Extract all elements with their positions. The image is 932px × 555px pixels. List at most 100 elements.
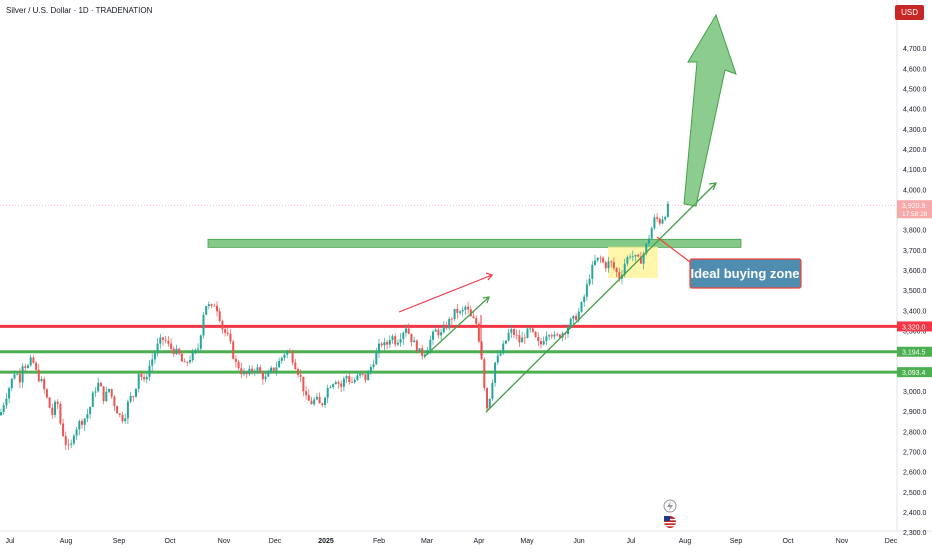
x-tick-label: Jun	[573, 538, 584, 545]
candle-body	[205, 306, 208, 315]
candle-body	[13, 374, 16, 379]
candle-body	[221, 320, 224, 330]
bolt-icon[interactable]	[663, 499, 677, 513]
candle-body	[332, 384, 335, 388]
main-uptrend-arrowhead	[708, 182, 718, 191]
candle-body	[399, 339, 402, 343]
wedge-resistance-line[interactable]	[398, 274, 493, 313]
candle-body	[629, 256, 632, 258]
level-price-tag[interactable]	[897, 346, 932, 357]
x-tick-label: Aug	[679, 538, 692, 545]
candle-body	[388, 340, 391, 345]
candle-body	[450, 318, 453, 320]
candle-body	[40, 379, 43, 382]
candle-body	[342, 378, 345, 387]
candle-body	[642, 253, 645, 264]
candle-body	[361, 373, 364, 375]
candle-body	[507, 332, 510, 341]
main-uptrend-line[interactable]	[485, 182, 717, 413]
y-tick-label: 4,000.0	[903, 187, 926, 194]
candle-body	[202, 314, 205, 336]
wedge-support-line[interactable]	[423, 296, 490, 358]
candle-body	[337, 382, 340, 384]
candle-body	[56, 401, 59, 405]
candle-body	[178, 348, 181, 354]
candle-body	[140, 373, 143, 378]
y-tick-label: 4,400.0	[903, 107, 926, 114]
candle-body	[410, 333, 413, 343]
candle-body	[599, 257, 602, 259]
candle-body	[297, 369, 299, 375]
candle-body	[461, 309, 464, 312]
y-tick-label: 4,700.0	[903, 46, 926, 53]
level-price-tag-text: 3,320.0	[902, 324, 925, 331]
candle-body	[270, 367, 272, 373]
candle-body	[572, 315, 575, 319]
y-tick-label: 2,700.0	[903, 449, 926, 456]
y-tick-label: 4,600.0	[903, 66, 926, 73]
candle-body	[310, 400, 313, 405]
currency-badge[interactable]: USD	[895, 5, 924, 20]
candle-body	[89, 406, 92, 415]
candle-body	[189, 360, 191, 363]
x-tick-label: Jul	[6, 538, 15, 545]
candle-body	[32, 357, 35, 363]
last-price-tag[interactable]	[897, 200, 932, 219]
candle-body	[148, 365, 151, 377]
candle-body	[661, 219, 664, 224]
candle-body	[588, 278, 591, 285]
candle-body	[529, 328, 532, 330]
candle-body	[556, 334, 559, 336]
symbol-title[interactable]: Silver / U.S. Dollar · 1D · TRADENATION	[6, 6, 153, 15]
candle-body	[99, 382, 102, 387]
candle-body	[372, 364, 375, 368]
x-tick-label: Oct	[165, 538, 176, 545]
candle-body	[153, 353, 156, 360]
candle-body	[531, 328, 534, 332]
candle-body	[459, 311, 461, 313]
level-price-tag[interactable]	[897, 321, 932, 332]
candle-body	[448, 318, 451, 329]
annotation-ideal-buying-zone[interactable]: Ideal buying zone	[689, 258, 802, 289]
candle-body	[321, 403, 324, 405]
candle-body	[639, 256, 642, 264]
candle-body	[121, 414, 124, 422]
level-price-tag[interactable]	[897, 367, 932, 378]
candle-body	[434, 329, 437, 332]
candle-body	[666, 203, 669, 217]
candle-body	[480, 341, 483, 360]
candle-body	[218, 311, 221, 321]
candle-body	[521, 337, 524, 343]
y-tick-label: 2,300.0	[903, 530, 926, 537]
candle-body	[348, 376, 351, 383]
candle-body	[615, 268, 618, 273]
us-flag-icon[interactable]	[664, 516, 676, 528]
candle-body	[2, 405, 5, 413]
candle-body	[394, 336, 397, 345]
candle-body	[494, 362, 497, 383]
resistance-zone[interactable]	[207, 238, 742, 248]
y-tick-label: 3,700.0	[903, 248, 926, 255]
candle-body	[280, 357, 283, 361]
candle-body	[267, 372, 270, 377]
candle-body	[29, 357, 32, 366]
candle-body	[170, 343, 173, 349]
candle-body	[618, 272, 621, 279]
candle-body	[37, 369, 40, 382]
candle-body	[440, 332, 443, 336]
candle-body	[637, 254, 640, 257]
candle-body	[305, 391, 308, 396]
candle-body	[475, 318, 478, 324]
candle-body	[59, 404, 62, 424]
candle-body	[8, 388, 11, 399]
candle-body	[132, 396, 135, 397]
candle-body	[135, 388, 137, 397]
x-tick-label: Aug	[60, 538, 73, 545]
candle-body	[251, 368, 254, 372]
candle-body	[78, 421, 81, 430]
candle-body	[580, 302, 583, 312]
last-price-tag-text: 3,920.9	[902, 203, 925, 210]
time-axis[interactable]: Jul Aug Sep Oct Nov Dec 2025 Feb Mar Apr May Jun Jul…	[6, 538, 898, 545]
candle-body	[413, 340, 416, 343]
